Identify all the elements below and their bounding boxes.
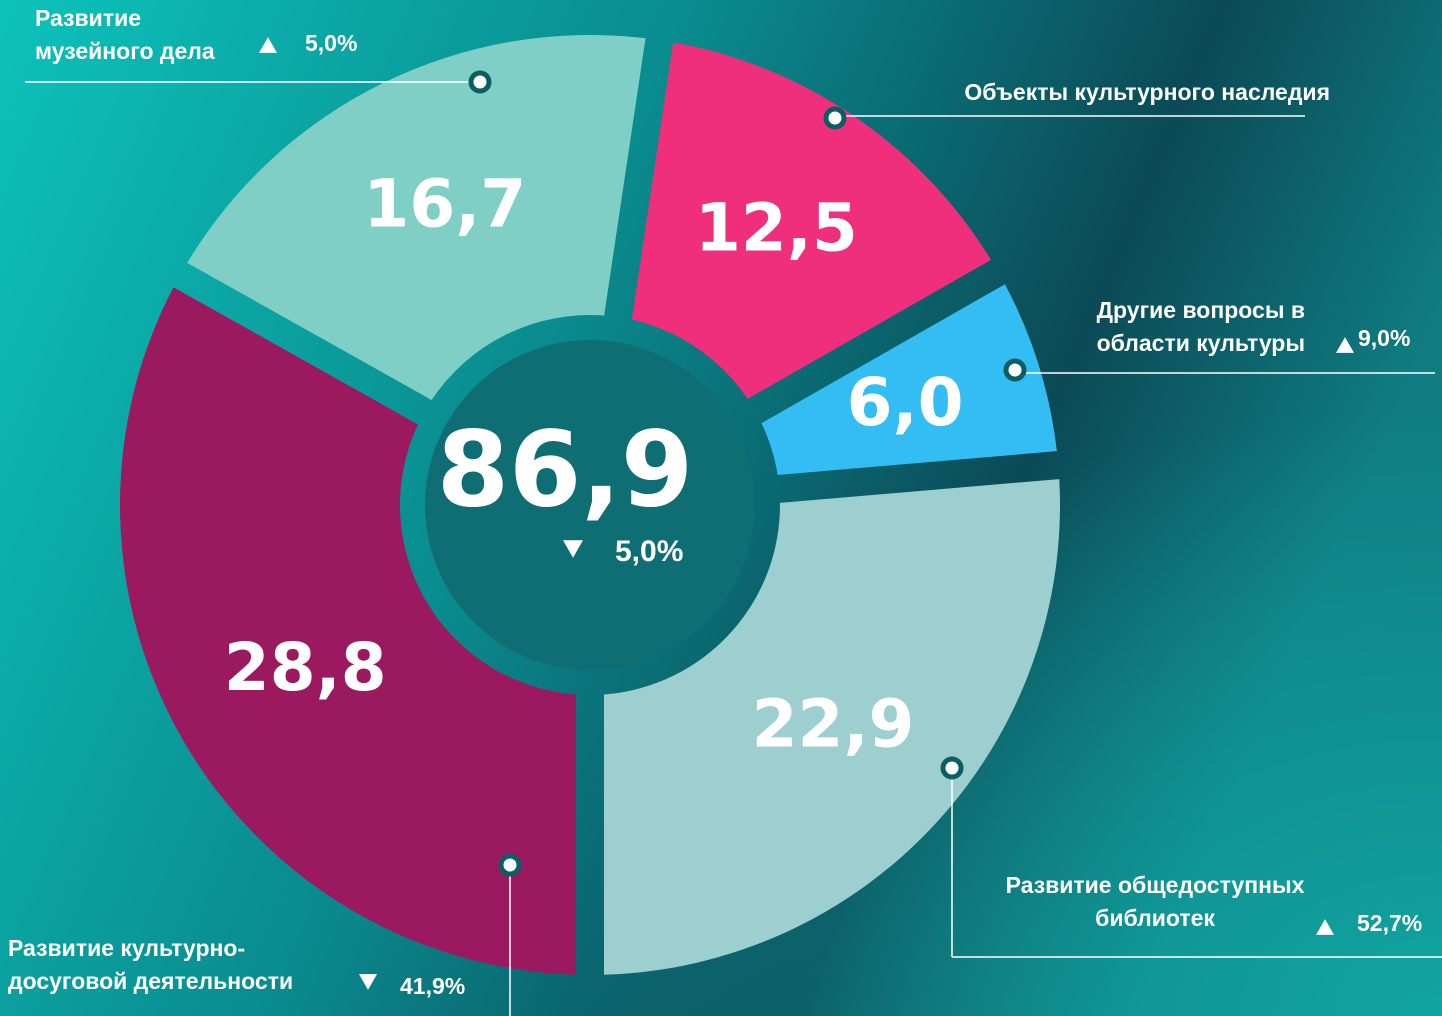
value-label: 6,0 bbox=[847, 364, 964, 441]
segment bbox=[631, 42, 992, 399]
marker-dot bbox=[468, 70, 492, 94]
change-label: 52,7% bbox=[1357, 910, 1422, 936]
value-label: 22,9 bbox=[752, 685, 915, 762]
segment bbox=[604, 479, 1061, 975]
value-label: 16,7 bbox=[363, 166, 526, 243]
value-label: 12,5 bbox=[695, 190, 858, 267]
marker-dot bbox=[940, 756, 964, 780]
change-label: 9,0% bbox=[1358, 325, 1410, 351]
marker-dot bbox=[498, 853, 522, 877]
segment bbox=[187, 34, 646, 401]
segment bbox=[120, 287, 576, 975]
change-arrow bbox=[1336, 337, 1354, 353]
category-label: Развитие культурно- bbox=[8, 935, 245, 961]
center-label: 86,9 bbox=[437, 408, 694, 530]
change-arrow bbox=[1316, 919, 1334, 935]
change-label: 5,0% bbox=[305, 30, 357, 56]
category-label: досуговой деятельности bbox=[8, 968, 293, 994]
marker-dot bbox=[823, 106, 847, 130]
category-label: музейного дела bbox=[35, 38, 215, 64]
change-label: 41,9% bbox=[400, 973, 465, 999]
change-arrow bbox=[259, 37, 277, 53]
change-arrow bbox=[563, 540, 583, 558]
center-change: 5,0% bbox=[615, 535, 683, 568]
change-arrow bbox=[359, 974, 377, 990]
center-circle bbox=[425, 340, 755, 670]
value-label: 28,8 bbox=[224, 629, 387, 706]
category-label: Другие вопросы в bbox=[1097, 297, 1305, 323]
marker-dot bbox=[1003, 358, 1027, 382]
category-label: библиотек bbox=[1095, 905, 1215, 931]
category-label: Развитие общедоступных bbox=[1006, 872, 1305, 898]
category-label: области культуры bbox=[1097, 330, 1305, 356]
category-label: Развитие bbox=[35, 5, 141, 31]
segment bbox=[761, 284, 1057, 475]
category-label: Объекты культурного наследия bbox=[964, 79, 1330, 105]
